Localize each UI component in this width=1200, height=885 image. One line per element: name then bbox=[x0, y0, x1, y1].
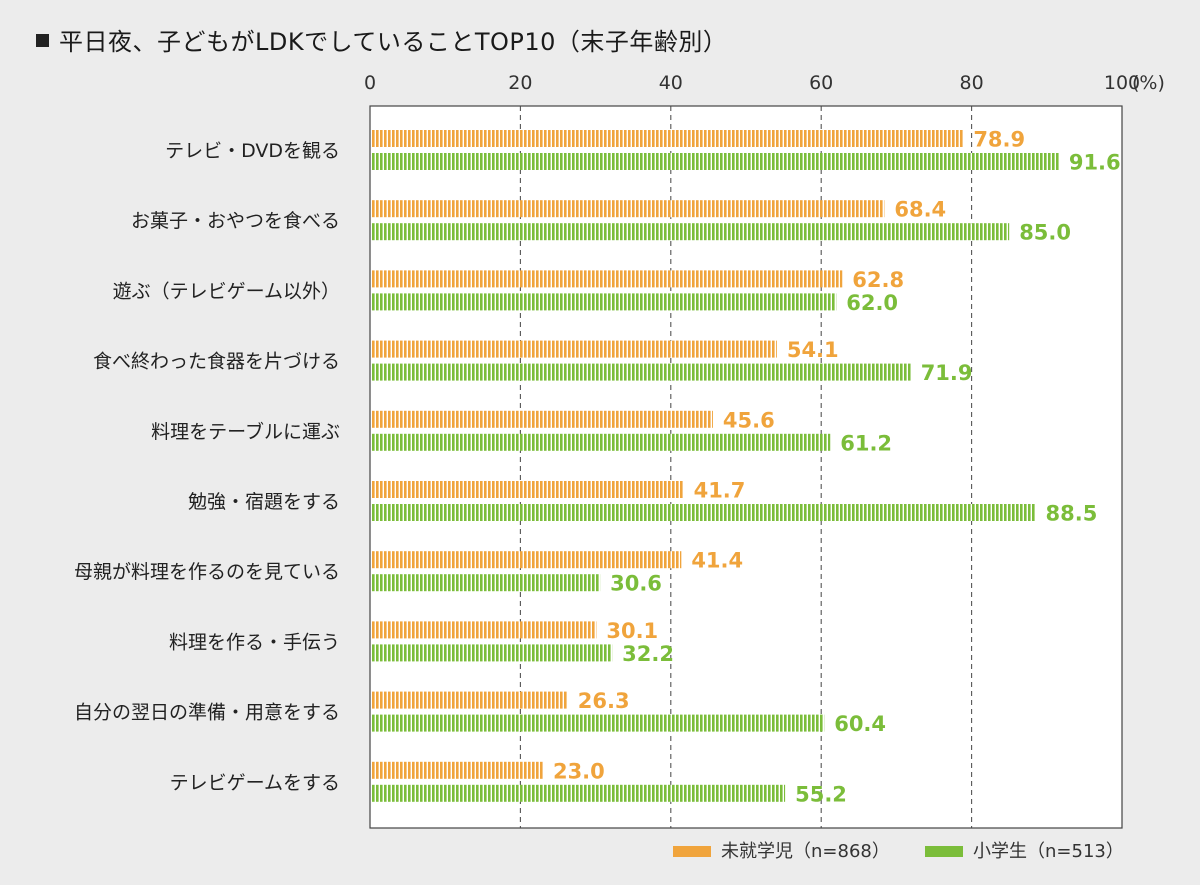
bar-elementary bbox=[371, 293, 837, 311]
unit-label: (%) bbox=[1132, 72, 1165, 94]
category-label: テレビ・DVDを観る bbox=[165, 140, 340, 162]
data-label: 32.2 bbox=[622, 642, 674, 666]
data-label: 54.1 bbox=[787, 338, 839, 362]
bar-elementary bbox=[371, 784, 786, 802]
data-label: 71.9 bbox=[921, 361, 973, 385]
bar-preschool bbox=[371, 200, 885, 218]
bar-preschool bbox=[371, 621, 597, 639]
bar-elementary bbox=[371, 153, 1059, 170]
data-label: 62.8 bbox=[852, 268, 904, 292]
category-label: お菓子・おやつを食べる bbox=[131, 210, 340, 232]
x-tick-label: 40 bbox=[659, 72, 683, 94]
legend: 未就学児（n=868） 小学生（n=513） bbox=[673, 841, 1124, 862]
data-label: 41.4 bbox=[691, 549, 743, 573]
category-label: 母親が料理を作るのを見ている bbox=[74, 561, 340, 583]
legend-swatch bbox=[673, 846, 711, 857]
category-label: 食べ終わった食器を片づける bbox=[93, 351, 340, 373]
axis-layer: (%) 0 20 40 60 80 100 bbox=[364, 72, 1165, 94]
category-label: 遊ぶ（テレビゲーム以外） bbox=[113, 280, 340, 302]
chart-title-text: 平日夜、子どもがLDKでしていることTOP10（末子年齢別） bbox=[59, 28, 728, 56]
bar-elementary bbox=[371, 223, 1010, 241]
data-label: 62.0 bbox=[846, 291, 898, 315]
legend-label: 小学生（n=513） bbox=[973, 841, 1124, 862]
data-label: 26.3 bbox=[578, 689, 630, 713]
bar-elementary bbox=[371, 714, 825, 732]
bar-elementary bbox=[371, 644, 613, 662]
bar-preschool bbox=[371, 130, 964, 147]
chart-title: 平日夜、子どもがLDKでしていることTOP10（末子年齢別） bbox=[36, 22, 727, 57]
data-label: 55.2 bbox=[795, 782, 847, 806]
x-tick-label: 100 bbox=[1104, 72, 1140, 94]
labels-layer: テレビ・DVDを観る 78.9 91.6 お菓子・おやつを食べる 68.4 85.0 遊ぶ（… bbox=[74, 128, 1121, 807]
legend-swatch bbox=[925, 846, 963, 857]
data-label: 23.0 bbox=[553, 759, 605, 783]
plot-frame bbox=[369, 105, 1123, 829]
bar-elementary bbox=[371, 433, 831, 451]
data-label: 68.4 bbox=[894, 198, 946, 222]
data-label: 60.4 bbox=[834, 712, 886, 736]
bar-preschool bbox=[371, 761, 543, 779]
category-label: 料理を作る・手伝う bbox=[169, 631, 340, 653]
bar-elementary bbox=[371, 363, 911, 381]
title-square-icon bbox=[36, 34, 49, 47]
data-label: 45.6 bbox=[723, 408, 775, 432]
legend-label: 未就学児（n=868） bbox=[721, 841, 890, 862]
data-label: 30.1 bbox=[606, 619, 658, 643]
bar-preschool bbox=[371, 551, 682, 569]
x-tick-label: 20 bbox=[508, 72, 532, 94]
bar-preschool bbox=[371, 410, 713, 428]
category-label: 料理をテーブルに運ぶ bbox=[151, 420, 340, 443]
data-label: 91.6 bbox=[1069, 151, 1121, 175]
bar-preschool bbox=[371, 691, 568, 709]
data-label: 61.2 bbox=[840, 431, 892, 455]
data-label: 30.6 bbox=[610, 572, 662, 596]
bar-preschool bbox=[371, 340, 777, 358]
bars-layer bbox=[371, 130, 1059, 802]
bar-preschool bbox=[371, 270, 843, 288]
data-label: 88.5 bbox=[1046, 502, 1098, 526]
bar-preschool bbox=[371, 481, 684, 498]
category-label: 自分の翌日の準備・用意をする bbox=[74, 702, 340, 724]
bar-elementary bbox=[371, 574, 601, 592]
category-label: 勉強・宿題をする bbox=[188, 491, 340, 513]
x-tick-label: 0 bbox=[364, 72, 376, 94]
x-tick-label: 60 bbox=[809, 72, 833, 94]
data-label: 78.9 bbox=[973, 128, 1025, 152]
category-label: テレビゲームをする bbox=[170, 772, 340, 794]
bar-elementary bbox=[371, 504, 1036, 521]
data-label: 85.0 bbox=[1019, 221, 1071, 245]
x-tick-label: 80 bbox=[960, 72, 984, 94]
data-label: 41.7 bbox=[694, 479, 746, 503]
